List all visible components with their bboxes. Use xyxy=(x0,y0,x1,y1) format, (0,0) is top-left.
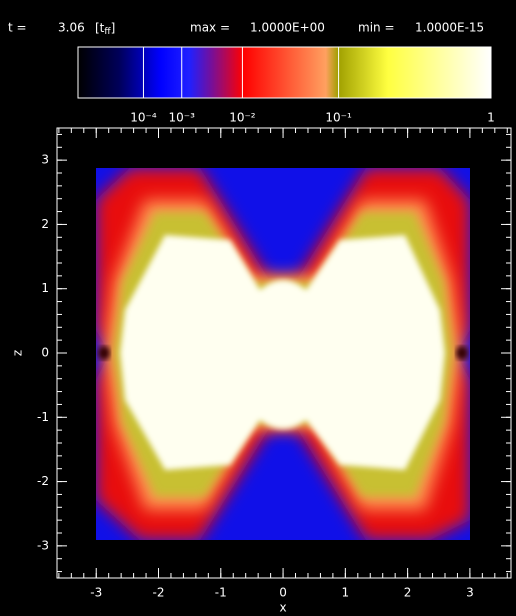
time-unit-sub: ff xyxy=(104,27,111,37)
y-tick-label: 2 xyxy=(41,217,49,231)
time-value: 3.06 xyxy=(58,21,85,35)
y-axis-label: z xyxy=(11,350,25,356)
colorbar xyxy=(77,46,492,99)
colorbar-tick-label: 10⁻³ xyxy=(169,111,196,125)
y-tick-label: -3 xyxy=(37,538,49,552)
x-tick-label: -2 xyxy=(153,586,165,600)
x-axis-label: x xyxy=(279,601,286,615)
density-image xyxy=(96,168,470,540)
y-tick-label: -2 xyxy=(37,474,49,488)
x-tick-label: 0 xyxy=(279,586,287,600)
max-label: max = xyxy=(190,21,230,35)
colorbar-tick-label: 10⁻² xyxy=(229,111,256,125)
x-tick-label: 1 xyxy=(342,586,350,600)
x-tick-label: 3 xyxy=(466,586,474,600)
max-value: 1.0000E+00 xyxy=(250,21,325,35)
y-tick-label: 1 xyxy=(41,281,49,295)
x-tick-label: -3 xyxy=(90,586,102,600)
x-tick-label: -1 xyxy=(215,586,227,600)
min-value: 1.0000E-15 xyxy=(415,21,484,35)
colorbar-tick-label: 10⁻⁴ xyxy=(130,111,157,125)
colorbar-tick-label: 1 xyxy=(487,111,495,125)
time-label: t = xyxy=(8,21,27,35)
y-tick-label: -1 xyxy=(37,410,49,424)
x-tick-label: 2 xyxy=(404,586,412,600)
y-tick-label: 3 xyxy=(41,153,49,167)
y-tick-label: 0 xyxy=(41,346,49,360)
time-unit-close: ] xyxy=(111,21,116,35)
min-label: min = xyxy=(358,21,395,35)
time-unit-open: [t xyxy=(95,21,105,35)
colorbar-tick-label: 10⁻¹ xyxy=(325,111,352,125)
time-unit: [tff] xyxy=(95,21,115,37)
